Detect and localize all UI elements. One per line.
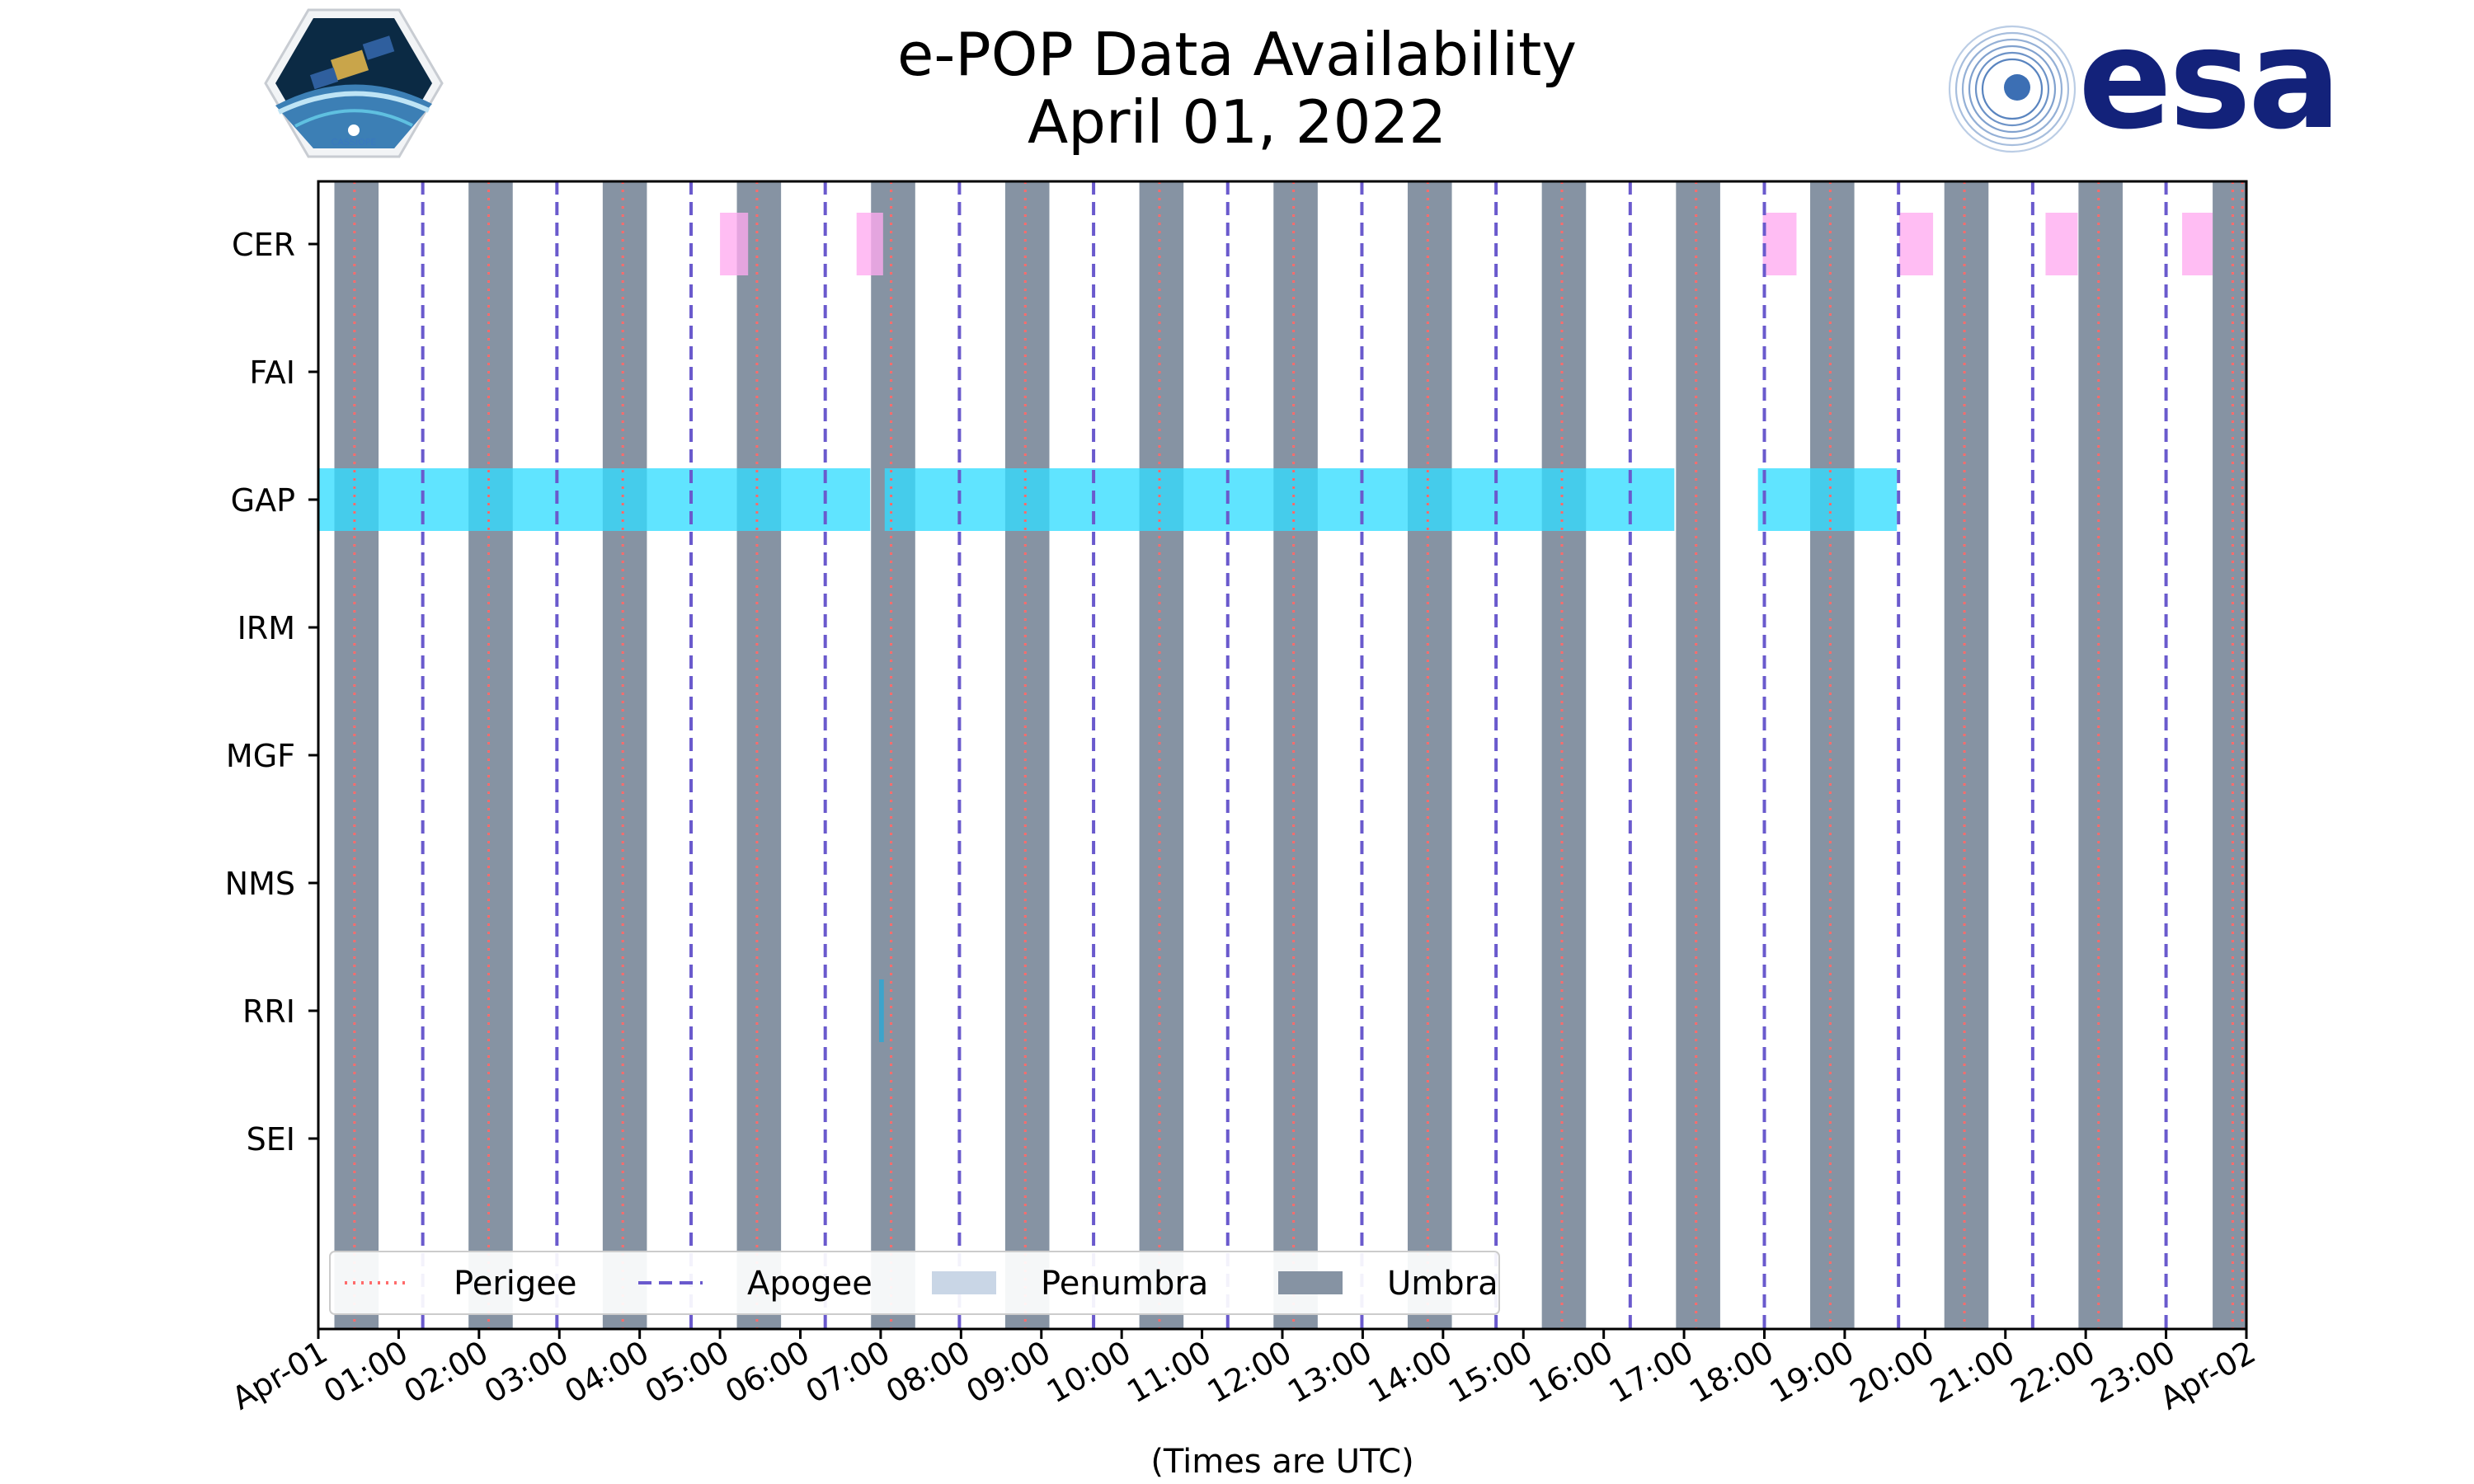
x-tick-label: 07:00 [800,1334,896,1411]
y-tick-label: FAI [249,355,295,391]
y-tick-label: MGF [226,738,295,774]
x-tick-label: 03:00 [478,1334,575,1411]
x-tick-label: 14:00 [1362,1334,1458,1411]
x-tick-label: 06:00 [719,1334,816,1411]
x-tick-label: Apr-01 [226,1334,334,1417]
legend-swatch-penumbra [932,1271,996,1294]
umbra-band [468,181,513,1329]
y-axis: CER FAI GAP IRM MGF NMS RRI SEI [225,227,318,1158]
data-bar-cer [720,213,749,275]
data-bar-cer [1899,213,1934,275]
umbra-band [2078,181,2123,1329]
cassiope-logo-icon [264,8,444,158]
data-bar-cer [2045,213,2078,275]
x-tick-label: 09:00 [960,1334,1056,1411]
esa-swirl-icon [1948,25,2077,153]
y-tick-label: SEI [247,1121,295,1158]
x-tick-label: 15:00 [1442,1334,1539,1411]
umbra-band [2213,181,2246,1329]
data-bar-rri [878,979,884,1042]
y-tick-label: RRI [242,993,295,1030]
orbit-lines-layer [353,181,2244,1329]
data-bar-cer [1762,213,1797,275]
legend: Perigee Apogee Penumbra Umbra [329,1251,1500,1315]
x-tick-label: 16:00 [1522,1334,1619,1411]
y-tick-label: CER [232,227,295,263]
legend-label-umbra: Umbra [1387,1265,1498,1303]
y-tick-label: NMS [225,866,295,902]
x-tick-label: 18:00 [1683,1334,1780,1411]
x-tick-label: 21:00 [1924,1334,2020,1411]
umbra-band [736,181,782,1329]
x-tick-label: 04:00 [558,1334,655,1411]
esa-logo: esa [1946,10,2341,160]
y-tick-label: GAP [231,482,295,519]
data-bar-gap [1757,468,1898,531]
umbra-band [1273,181,1318,1329]
cassiope-logo: CASSIOPE [262,7,445,160]
umbra-band [1139,181,1184,1329]
esa-wordmark: esa [2078,0,2341,160]
x-tick-label: 17:00 [1603,1334,1700,1411]
data-bar-cer [856,213,883,275]
legend-swatch-umbra [1278,1271,1343,1294]
x-tick-label: 22:00 [2005,1334,2101,1411]
umbra-band [1676,181,1720,1329]
data-bar-cer [2182,213,2213,275]
umbra-band [1407,181,1452,1329]
x-tick-label: 01:00 [317,1334,414,1411]
umbra-band [1810,181,1855,1329]
legend-label-penumbra: Penumbra [1041,1265,1208,1303]
data-bar-gap [318,468,871,531]
legend-label-perigee: Perigee [454,1265,576,1303]
x-tick-label: 02:00 [397,1334,494,1411]
legend-label-apogee: Apogee [747,1265,872,1303]
data-bar-gap [884,468,1675,531]
x-tick-label: 10:00 [1041,1334,1137,1411]
umbra-band [1944,181,1989,1329]
umbra-band [1004,181,1050,1329]
x-tick-label: 05:00 [639,1334,736,1411]
umbra-band [871,181,915,1329]
x-tick-label: 19:00 [1764,1334,1860,1411]
chart-subtitle: April 01, 2022 [1027,87,1447,157]
legend-box [329,1251,1500,1315]
x-tick-label: 11:00 [1121,1334,1217,1411]
x-tick-label: 20:00 [1844,1334,1940,1411]
y-tick-label: IRM [238,610,295,646]
chart-title: e-POP Data Availability [897,20,1577,89]
umbra-layer [334,181,2246,1329]
umbra-band [1541,181,1587,1329]
umbra-band [334,181,379,1329]
x-axis: Apr-0101:0002:0003:0004:0005:0006:0007:0… [226,1329,2262,1416]
x-tick-label: 13:00 [1282,1334,1378,1411]
data-bars-layer [318,213,2213,1042]
x-tick-label: 08:00 [880,1334,976,1411]
umbra-band [602,181,647,1329]
x-axis-label: (Times are UTC) [1150,1443,1414,1481]
cassiope-logo-caption: CASSIOPE [331,137,377,148]
x-tick-label: 12:00 [1202,1334,1298,1411]
